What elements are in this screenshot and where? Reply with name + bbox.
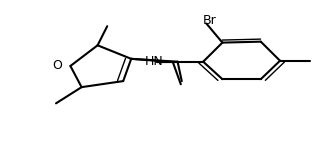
- Text: HN: HN: [145, 55, 164, 68]
- Text: Br: Br: [203, 14, 217, 27]
- Text: O: O: [53, 59, 62, 73]
